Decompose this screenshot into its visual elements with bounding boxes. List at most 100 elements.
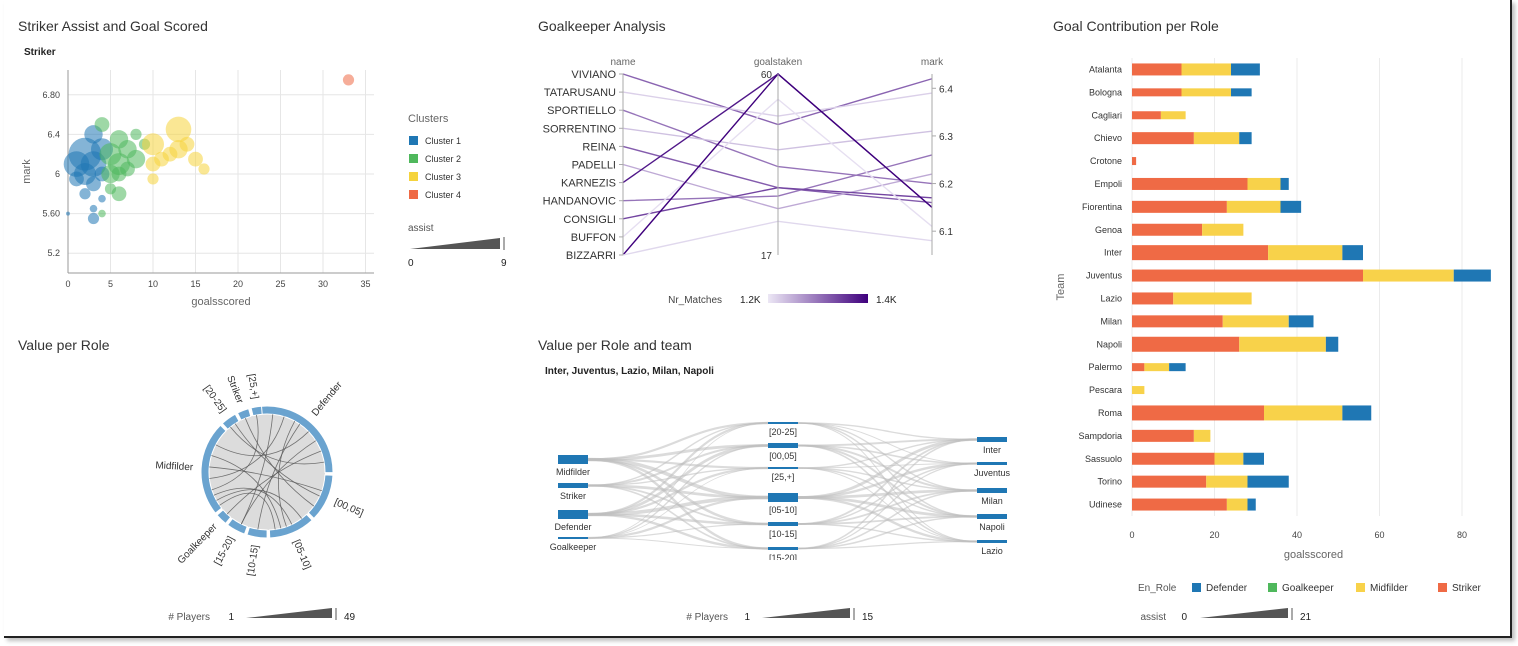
stacked-bar-segment xyxy=(1181,88,1231,97)
sankey-subtitle: Inter, Juventus, Lazio, Milan, Napoli xyxy=(545,366,714,377)
role-legend-swatch xyxy=(1356,583,1365,592)
stacked-bar-segment xyxy=(1144,363,1170,372)
nr-matches-legend-bar xyxy=(768,294,868,303)
parallel-name-label: CONSIGLI xyxy=(563,214,616,226)
sankey-node xyxy=(558,455,588,464)
stacked-bar-segment xyxy=(1247,475,1289,488)
stacked-bar-segment xyxy=(1226,200,1281,213)
stacked-category-label: Napoli xyxy=(1096,339,1122,349)
stacked-bar-segment xyxy=(1132,177,1248,190)
parallel-name-label: BUFFON xyxy=(571,232,616,244)
stacked-category-label: Bologna xyxy=(1089,87,1122,97)
stacked-ylabel: Team xyxy=(1055,274,1067,301)
sankey-flow xyxy=(797,515,978,550)
size-legend-min: 1 xyxy=(744,612,750,623)
size-legend-max: 49 xyxy=(344,612,356,623)
scatter-point xyxy=(198,163,210,175)
chord-ribbon xyxy=(219,492,276,530)
assist-legend-min: 0 xyxy=(408,258,414,269)
stacked-category-label: Fiorentina xyxy=(1082,202,1122,212)
sankey-node xyxy=(558,537,588,539)
cluster-legend-swatch xyxy=(409,172,418,181)
stacked-category-label: Torino xyxy=(1097,477,1122,487)
parallel-title: Goalkeeper Analysis xyxy=(538,18,666,34)
scatter-point xyxy=(142,133,164,156)
sankey-node xyxy=(768,493,798,502)
chord-ribbon xyxy=(257,423,301,530)
chord-ribbon xyxy=(234,423,320,497)
parallel-coordinates-chart: name goalstaken mark VIVIANO TATARUSANU SPORT… xyxy=(543,57,954,306)
sankey-flow xyxy=(587,537,769,549)
scatter-ytick-label: 6.80 xyxy=(42,90,60,100)
stacked-bar-segment xyxy=(1342,245,1363,261)
stacked-bar-segment xyxy=(1132,405,1264,421)
stacked-category-label: Palermo xyxy=(1088,362,1122,372)
stacked-bar-segment xyxy=(1226,498,1248,511)
stacked-category-label: Inter xyxy=(1104,248,1122,258)
nr-matches-legend-min: 1.2K xyxy=(740,295,761,306)
size-legend-title: # Players xyxy=(686,612,728,623)
stacked-bar-segment xyxy=(1132,452,1215,465)
sankey-flow xyxy=(797,489,978,525)
scatter-point xyxy=(147,173,159,185)
chord-ribbon xyxy=(209,416,285,479)
parallel-axis-title: name xyxy=(610,57,635,68)
chord-group-label: Striker xyxy=(224,374,245,406)
stacked-bar-segment xyxy=(1264,405,1343,421)
stacked-bar-segment xyxy=(1280,200,1302,213)
sankey-node xyxy=(977,437,1007,442)
scatter-xtick-label: 25 xyxy=(275,279,285,289)
scatter-xlabel: goalsscored xyxy=(191,296,250,308)
scatter-point xyxy=(98,209,106,218)
sankey-flow xyxy=(797,438,978,447)
stacked-bar-segment xyxy=(1132,292,1174,305)
stacked-bar-segment xyxy=(1132,245,1269,261)
scatter-point xyxy=(342,74,355,86)
scatter-point xyxy=(98,194,106,203)
sankey-node xyxy=(768,547,798,550)
stacked-category-label: Crotone xyxy=(1090,156,1122,166)
stacked-bar-segment xyxy=(1132,111,1161,120)
stacked-bar-segment xyxy=(1132,132,1194,145)
sankey-flow xyxy=(797,438,978,550)
chord-ribbon xyxy=(211,414,259,491)
sankey-node-label: [15-20] xyxy=(769,553,797,560)
stacked-bar-segment xyxy=(1132,363,1145,372)
scatter-point xyxy=(86,176,101,192)
stacked-xtick-label: 40 xyxy=(1292,530,1302,540)
chord-group-label: [05-10] xyxy=(290,538,312,571)
chord-group-arc xyxy=(268,513,313,539)
stacked-category-label: Roma xyxy=(1098,408,1122,418)
scatter-subtitle: Striker xyxy=(24,47,56,58)
stacked-bar-segment xyxy=(1202,223,1244,236)
stacked-bar-segment xyxy=(1132,429,1194,442)
chord-group-arc xyxy=(236,408,252,421)
scatter-ylabel: mark xyxy=(21,159,33,184)
sankey-node xyxy=(977,462,1007,465)
chord-size-legend: # Players 1 49 xyxy=(168,608,356,623)
cluster-legend-label: Cluster 4 xyxy=(425,190,461,200)
chord-group-arc xyxy=(200,424,227,514)
chord-chart: Defender[00,05][05-10][10-15][15-20]Goal… xyxy=(155,373,365,577)
size-legend-min: 0 xyxy=(1181,612,1187,623)
stacked-bar-segment xyxy=(1239,132,1252,145)
sankey-node xyxy=(977,540,1007,543)
size-legend-title: assist xyxy=(1140,612,1166,623)
parallel-axis-title: mark xyxy=(921,57,944,68)
size-legend-title: # Players xyxy=(168,612,210,623)
chord-ribbon xyxy=(240,440,317,525)
chord-group-label: [15-20] xyxy=(212,534,237,567)
parallel-name-label: REINA xyxy=(582,141,616,153)
stacked-bar-segment xyxy=(1132,223,1203,236)
chord-ribbon xyxy=(240,414,274,525)
sankey-title: Value per Role and team xyxy=(538,337,692,353)
scatter-title: Striker Assist and Goal Scored xyxy=(18,18,208,34)
cluster-legend-swatch xyxy=(409,190,418,199)
size-legend-max: 15 xyxy=(862,612,874,623)
assist-legend-wedge xyxy=(410,238,500,249)
role-legend-label: Striker xyxy=(1452,583,1482,594)
goalstaken-tick-label: 60 xyxy=(761,70,773,81)
stacked-bar-segment xyxy=(1280,177,1289,190)
stacked-category-label: Juventus xyxy=(1086,271,1123,281)
stacked-bar-segment xyxy=(1247,498,1256,511)
